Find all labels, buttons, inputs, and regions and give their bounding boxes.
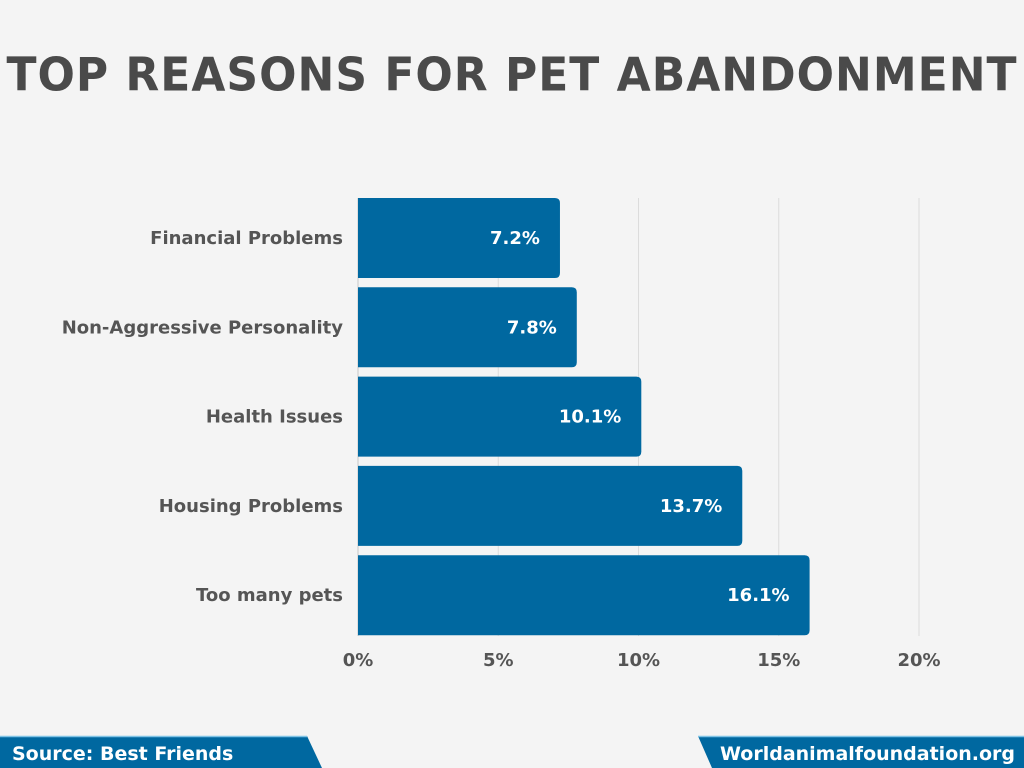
bar	[358, 465, 743, 546]
site-link[interactable]: Worldanimalfoundation.org	[720, 743, 1015, 765]
bar	[358, 376, 642, 457]
category-label: Health Issues	[206, 407, 343, 428]
x-tick-label: 20%	[897, 650, 940, 671]
category-label: Too many pets	[196, 585, 343, 606]
source-text: Source: Best Friends	[12, 743, 233, 765]
bar	[358, 287, 577, 368]
value-label: 10.1%	[559, 407, 621, 428]
site-banner	[698, 736, 1024, 768]
value-label: 16.1%	[727, 585, 789, 606]
category-label: Non-Aggressive Personality	[62, 317, 344, 338]
footer: Source: Best Friends Worldanimalfoundati…	[0, 735, 1024, 768]
x-tick-label: 10%	[617, 650, 660, 671]
value-label: 7.2%	[490, 228, 540, 249]
x-tick-label: 5%	[483, 650, 514, 671]
source-banner	[0, 736, 322, 768]
chart-title: TOP REASONS FOR PET ABANDONMENT	[6, 48, 1018, 103]
bar	[358, 198, 560, 278]
x-tick-label: 0%	[343, 650, 374, 671]
x-tick-label: 15%	[757, 650, 800, 671]
value-label: 7.8%	[507, 317, 557, 338]
value-label: 13.7%	[660, 496, 722, 517]
category-label: Housing Problems	[159, 496, 343, 517]
category-label: Financial Problems	[150, 228, 343, 249]
bar	[358, 555, 810, 636]
